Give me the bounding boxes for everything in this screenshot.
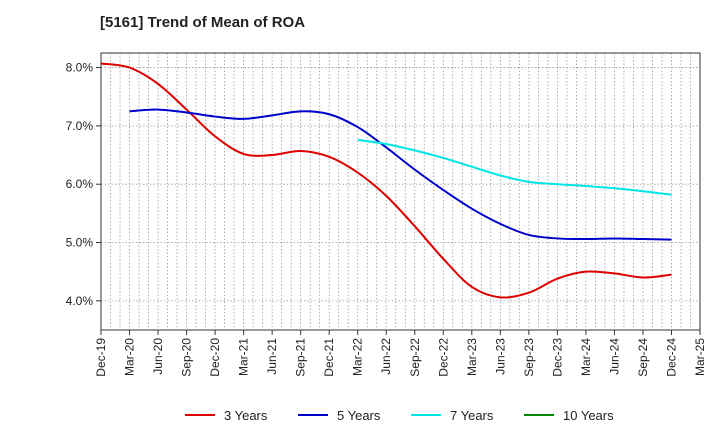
x-tick-label: Sep-22	[408, 338, 422, 377]
y-tick-label: 6.0%	[66, 177, 94, 191]
x-tick-label: Jun-23	[493, 338, 507, 375]
axes: 4.0% 5.0% 6.0% 7.0% 8.0% Dec-19 Mar-20 Jun-20 Se…	[66, 61, 707, 377]
x-tick-label: Dec-20	[208, 338, 222, 377]
x-tick-label: Sep-24	[636, 338, 650, 377]
legend-label-3-years: 3 Years	[224, 408, 268, 423]
series-lines	[100, 62, 672, 299]
x-tick-label: Sep-21	[294, 338, 308, 377]
legend: 3 Years 5 Years 7 Years 10 Years	[185, 408, 614, 423]
y-tick-label: 7.0%	[66, 119, 94, 133]
legend-label-7-years: 7 Years	[450, 408, 494, 423]
plot-area-frame	[100, 52, 701, 331]
legend-label-10-years: 10 Years	[563, 408, 614, 423]
y-tick-label: 4.0%	[66, 294, 94, 308]
y-tick-label: 5.0%	[66, 236, 94, 250]
series-line-3-years	[100, 62, 672, 299]
x-tick-label: Dec-22	[436, 338, 450, 377]
x-tick-label: Mar-24	[579, 338, 593, 376]
x-tick-label: Mar-21	[237, 338, 251, 376]
series-line-7-years	[357, 138, 672, 196]
chart-title: [5161] Trend of Mean of ROA	[100, 14, 306, 31]
x-tick-label: Jun-20	[151, 338, 165, 375]
x-tick-label: Jun-21	[265, 338, 279, 375]
x-tick-label: Mar-25	[693, 338, 707, 376]
x-tick-label: Dec-19	[94, 338, 108, 377]
x-tick-label: Jun-24	[607, 338, 621, 375]
x-tick-label: Dec-23	[550, 338, 564, 377]
y-tick-label: 8.0%	[66, 61, 94, 75]
grid	[101, 53, 700, 330]
x-tick-label: Sep-20	[180, 338, 194, 377]
x-tick-label: Mar-22	[351, 338, 365, 376]
series-line-5-years	[129, 108, 672, 241]
legend-label-5-years: 5 Years	[337, 408, 381, 423]
x-tick-label: Sep-23	[522, 338, 536, 377]
x-tick-label: Dec-21	[322, 338, 336, 377]
x-tick-label: Mar-23	[465, 338, 479, 376]
x-tick-label: Mar-20	[123, 338, 137, 376]
x-tick-label: Jun-22	[379, 338, 393, 375]
x-tick-label: Dec-24	[664, 338, 678, 377]
